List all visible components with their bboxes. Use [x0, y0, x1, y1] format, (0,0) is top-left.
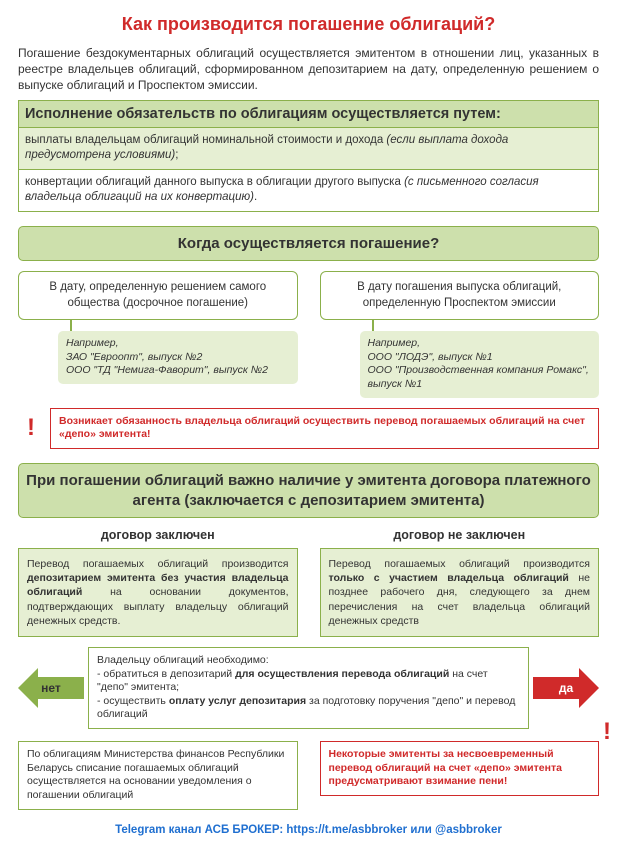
- section3-right-sub: договор не заключен: [320, 528, 600, 542]
- section2-right-box: В дату погашения выпуска облигаций, опре…: [320, 271, 600, 320]
- example-lines: ООО "ЛОДЭ", выпуск №1 ООО "Производствен…: [368, 351, 589, 390]
- section1-row1-plain: выплаты владельцам облигаций номинальной…: [25, 134, 386, 146]
- text: - обратиться в депозитарий: [97, 668, 235, 680]
- section3-desc-row: Перевод погашаемых облигаций производитс…: [18, 548, 599, 637]
- section2-columns: В дату, определенную решением самого общ…: [18, 271, 599, 398]
- exclamation-icon: !: [603, 718, 611, 746]
- section1-row1: выплаты владельцам облигаций номинальной…: [18, 128, 599, 170]
- section2-header: Когда осуществляется погашение?: [18, 226, 599, 262]
- bottom-right-box: Некоторые эмитенты за несвоевременный пе…: [320, 741, 600, 796]
- exclamation-icon: !: [18, 414, 44, 442]
- arrow-left-label: нет: [41, 681, 61, 695]
- section1-row2: конвертации облигаций данного выпуска в …: [18, 170, 599, 212]
- connector: [70, 320, 72, 331]
- section3-left-col: Перевод погашаемых облигаций производитс…: [18, 548, 298, 637]
- section2-right-col: В дату погашения выпуска облигаций, опре…: [320, 271, 600, 398]
- section1-row2-plain: конвертации облигаций данного выпуска в …: [25, 176, 404, 188]
- middle-intro: Владельцу облигаций необходимо:: [97, 654, 269, 666]
- section2-left-box: В дату, определенную решением самого общ…: [18, 271, 298, 320]
- example-label: Например,: [66, 337, 119, 349]
- section3-right-desc: Перевод погашаемых облигаций производитс…: [320, 548, 600, 637]
- example-lines: ЗАО "Евроопт", выпуск №2 ООО "ТД "Немига…: [66, 351, 268, 377]
- footer-link[interactable]: Telegram канал АСБ БРОКЕР: https://t.me/…: [18, 824, 599, 836]
- connector: [372, 320, 374, 331]
- text-bold: для осуществления перевода облигаций: [235, 668, 449, 680]
- intro-text: Погашение бездокументарных облигаций осу…: [18, 45, 599, 94]
- text: Перевод погашаемых облигаций производитс…: [27, 558, 289, 570]
- example-label: Например,: [368, 337, 421, 349]
- section2-left-col: В дату, определенную решением самого общ…: [18, 271, 298, 398]
- section2-left-example: Например, ЗАО "Евроопт", выпуск №2 ООО "…: [58, 331, 298, 384]
- section2-warning: Возникает обязанность владельца облигаци…: [50, 408, 599, 449]
- bottom-left-box: По облигациям Министерства финансов Респ…: [18, 741, 298, 810]
- text: Перевод погашаемых облигаций производитс…: [329, 558, 591, 570]
- text: - осуществить: [97, 695, 169, 707]
- arrow-row: нет Владельцу облигаций необходимо: - об…: [18, 647, 599, 729]
- section3-left-desc: Перевод погашаемых облигаций производитс…: [18, 548, 298, 637]
- section1-row1-end: ;: [175, 149, 178, 161]
- section3-subheaders: договор заключен договор не заключен: [18, 528, 599, 542]
- arrow-left: нет: [18, 668, 84, 708]
- page-title: Как производится погашение облигаций?: [18, 14, 599, 35]
- section3-header: При погашении облигаций важно наличие у …: [18, 463, 599, 518]
- text-bold: оплату услуг депозитария: [169, 695, 306, 707]
- section2-warning-row: ! Возникает обязанность владельца облига…: [18, 408, 599, 449]
- section1-row2-end: .: [254, 191, 257, 203]
- section3-middle-box: Владельцу облигаций необходимо: - обрати…: [88, 647, 529, 729]
- arrow-right-label: да: [559, 681, 573, 695]
- section1-header: Исполнение обязательств по облигациям ос…: [18, 100, 599, 128]
- section3-left-sub: договор заключен: [18, 528, 298, 542]
- bottom-row: По облигациям Министерства финансов Респ…: [18, 741, 599, 810]
- text-bold: только с участием владельца облигаций: [329, 572, 569, 584]
- section2-right-example: Например, ООО "ЛОДЭ", выпуск №1 ООО "Про…: [360, 331, 600, 398]
- section3-right-col: Перевод погашаемых облигаций производитс…: [320, 548, 600, 637]
- arrow-right: да !: [533, 668, 599, 708]
